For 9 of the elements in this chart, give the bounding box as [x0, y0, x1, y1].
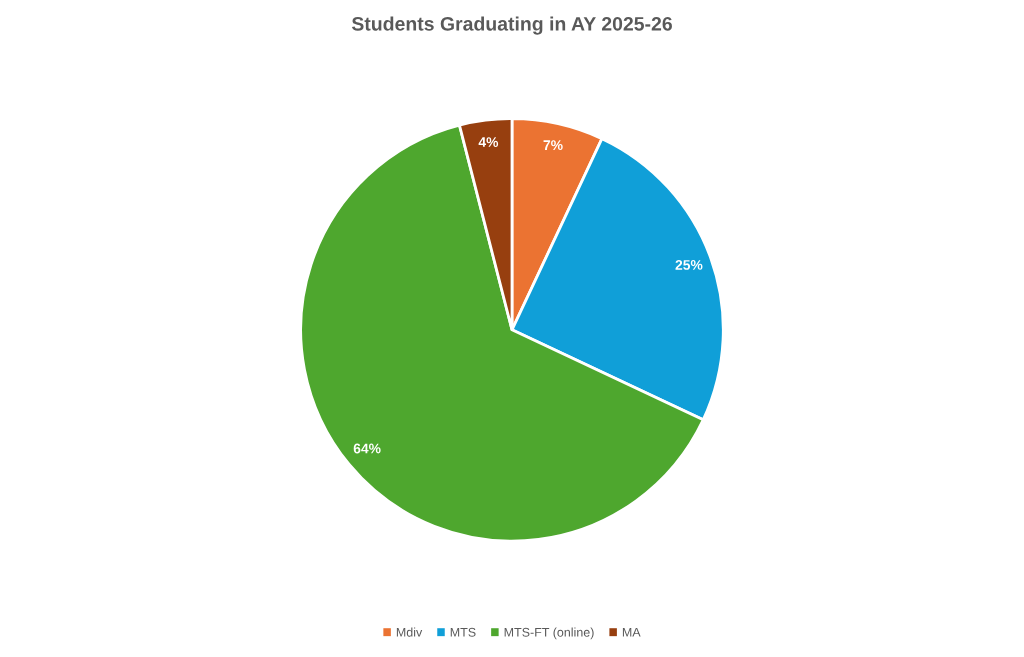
- legend-label: MA: [622, 627, 641, 637]
- legend-label: Mdiv: [396, 627, 423, 637]
- legend-label: MTS-FT (online): [504, 627, 594, 640]
- data-label: 7%: [543, 140, 563, 150]
- legend-label: MTS: [450, 627, 476, 637]
- data-label: 4%: [478, 137, 499, 147]
- data-label: 25%: [675, 260, 703, 270]
- data-label: 64%: [353, 443, 381, 454]
- chart-title: Students Graduating in AY 2025-26: [351, 16, 672, 35]
